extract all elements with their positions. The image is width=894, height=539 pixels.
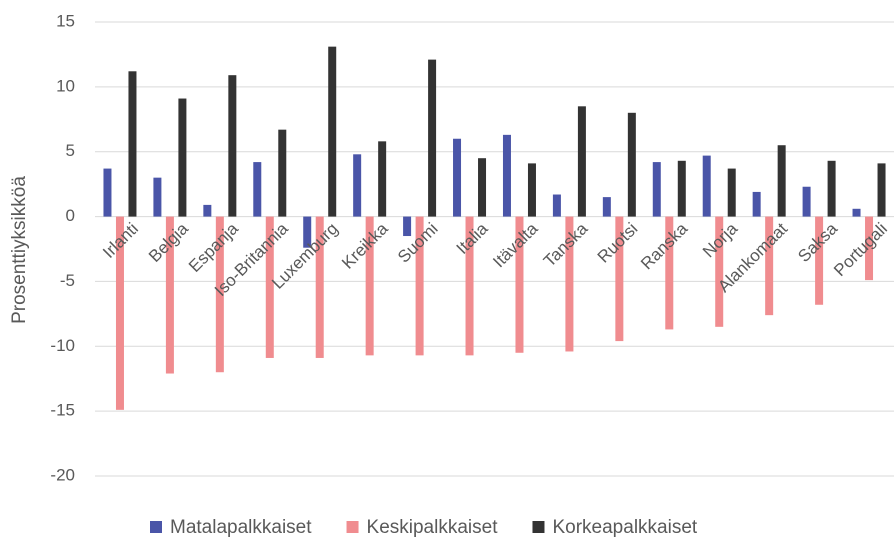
bar: [752, 191, 761, 217]
bar: [453, 138, 462, 217]
bar: [527, 163, 536, 217]
x-tick-label: Ranska: [637, 219, 692, 274]
legend-swatch: [150, 521, 162, 533]
bar: [303, 216, 312, 248]
bar: [353, 154, 362, 217]
bar: [652, 162, 661, 217]
bar: [565, 216, 574, 352]
y-tick-label: 0: [66, 206, 75, 225]
legend-label: Korkeapalkkaiset: [552, 517, 697, 538]
bar: [253, 162, 262, 217]
legend: Matalapalkkaiset Keskipalkkaiset Korkeapal…: [150, 517, 698, 538]
y-tick-label: 15: [56, 11, 75, 30]
bar: [727, 168, 736, 217]
bar: [615, 216, 624, 342]
bar: [702, 155, 711, 217]
y-tick-label: 10: [56, 76, 75, 95]
bar: [765, 216, 774, 316]
bar: [478, 158, 487, 217]
bar: [365, 216, 374, 356]
bar: [328, 46, 337, 217]
bar: [677, 160, 686, 217]
bar: [178, 98, 187, 217]
legend-label: Keskipalkkaiset: [367, 517, 499, 538]
bar: [203, 204, 212, 217]
bar: [577, 106, 586, 217]
bar: [415, 216, 424, 356]
y-tick-label: -10: [50, 336, 75, 355]
y-tick-label: -15: [50, 401, 75, 420]
x-tick-label: Portugali: [830, 219, 891, 280]
bar: [215, 216, 224, 373]
bar: [852, 208, 861, 217]
bar: [465, 216, 474, 356]
bar: [315, 216, 324, 358]
bar: [278, 129, 287, 217]
bar: [827, 160, 836, 217]
bar: [802, 186, 811, 217]
legend-label: Matalapalkkaiset: [170, 517, 312, 538]
legend-swatch: [532, 521, 545, 533]
bar: [153, 177, 162, 217]
legend-swatch: [346, 521, 359, 533]
bar: [228, 75, 237, 217]
bar: [552, 194, 561, 217]
bar: [602, 197, 611, 217]
y-axis-label: Prosenttiyksikköä: [9, 176, 30, 324]
bar: [428, 59, 437, 217]
bar: [103, 168, 112, 217]
bar: [665, 216, 674, 330]
y-tick-label: -5: [60, 271, 75, 290]
bar: [115, 216, 124, 410]
x-tick-label: Kreikka: [338, 219, 392, 273]
bar: [165, 216, 174, 374]
bar: [378, 141, 387, 217]
bar: [815, 216, 824, 305]
y-tick-label: -20: [50, 465, 75, 484]
bar: [715, 216, 724, 327]
bar: [777, 145, 786, 217]
bar: [627, 112, 636, 217]
bar: [128, 71, 137, 217]
bar: [865, 216, 874, 281]
bar: [265, 216, 274, 358]
bar: [515, 216, 524, 353]
bar: [403, 216, 412, 237]
y-tick-label: 5: [66, 141, 75, 160]
bar: [877, 163, 886, 217]
bar: [502, 134, 511, 217]
